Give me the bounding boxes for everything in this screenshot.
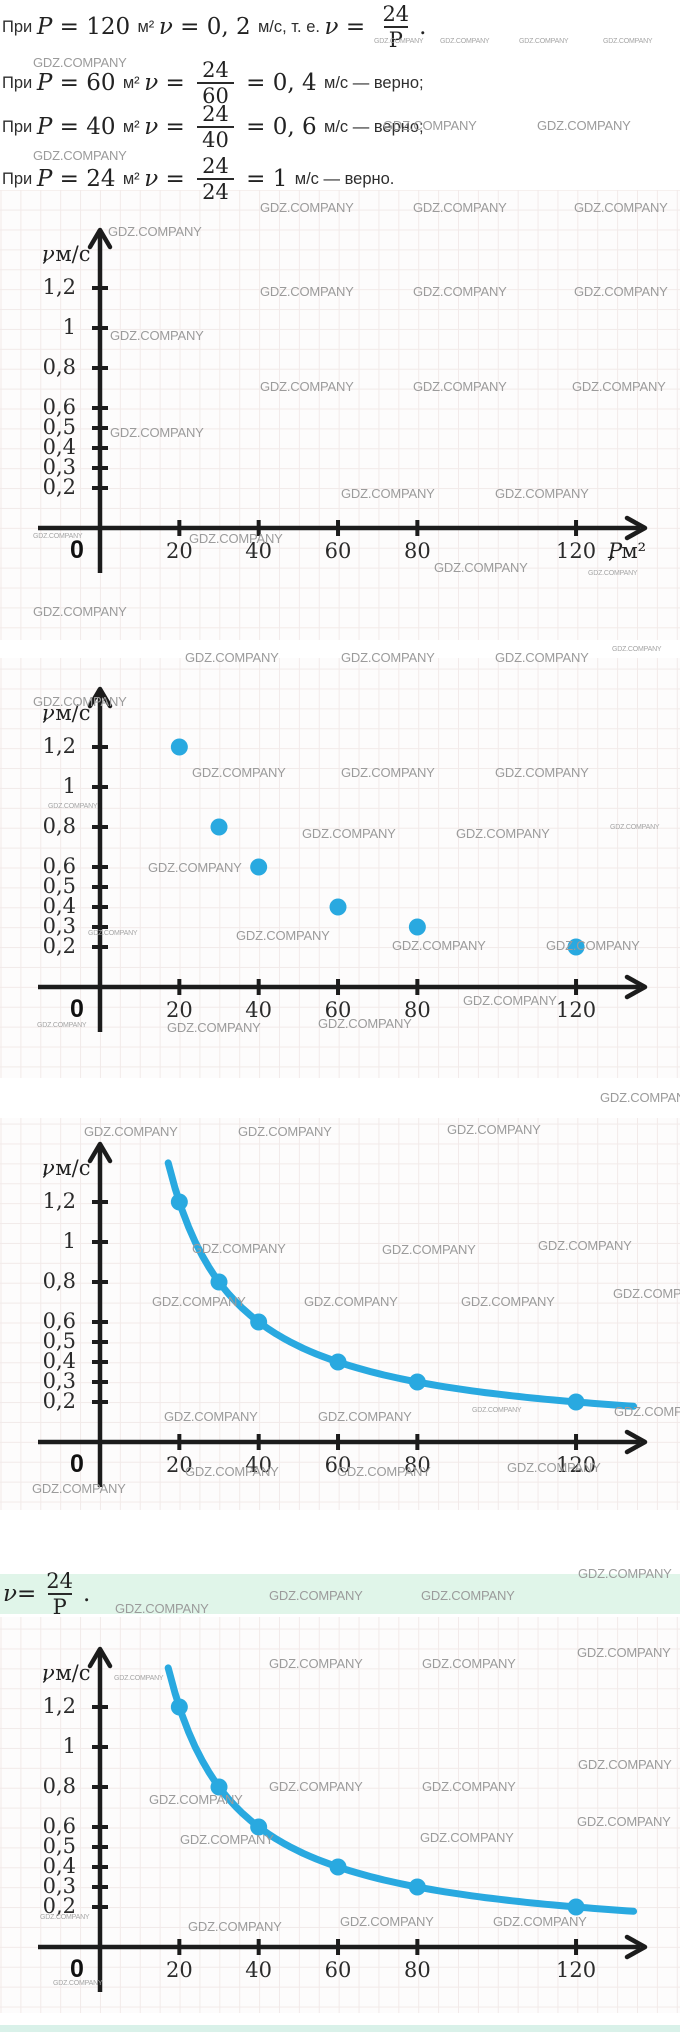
fraction: 24 P bbox=[377, 2, 414, 52]
fraction-numerator: 24 bbox=[202, 153, 229, 178]
text-run: м/с — верно. bbox=[294, 169, 395, 188]
text-run: м/с, т. е. bbox=[257, 17, 325, 36]
text-run: = bbox=[338, 14, 373, 40]
fraction-denominator: P bbox=[47, 1593, 72, 1619]
fraction-numerator: 24 bbox=[202, 57, 229, 82]
text-run: ν bbox=[144, 114, 159, 140]
watermark: GDZ.COMPANY bbox=[519, 38, 569, 45]
fraction: 24 P bbox=[41, 1569, 78, 1619]
fraction: 24 24 bbox=[197, 154, 234, 204]
text-run: . bbox=[419, 14, 427, 40]
fraction-denominator: P bbox=[383, 26, 408, 52]
text-run: = 24 bbox=[52, 166, 123, 192]
fraction-numerator: 24 bbox=[202, 101, 229, 126]
text-run: ν bbox=[324, 14, 339, 40]
text-run: = bbox=[158, 114, 193, 140]
solution-line: При P = 120 м² ν = 0, 2 м/с, т. е. ν = 2… bbox=[2, 2, 426, 52]
text-run: м/с — верно; bbox=[323, 73, 424, 92]
text-run: ν bbox=[144, 166, 159, 192]
text-run: P bbox=[36, 14, 53, 40]
text-run: При bbox=[2, 73, 37, 92]
text-run: м/с — верно; bbox=[323, 117, 424, 136]
solution-line: При P = 60 м² ν = 24 60 = 0, 4 м/с — верн… bbox=[2, 54, 424, 112]
text-run: = 120 bbox=[52, 14, 138, 40]
fraction-denominator: 24 bbox=[197, 178, 234, 204]
text-run: м² bbox=[122, 169, 145, 188]
text-run: = 0, 6 bbox=[238, 114, 324, 140]
fraction: 24 60 bbox=[197, 58, 234, 108]
text-run: м² bbox=[137, 17, 159, 36]
text-run: = 0, 2 bbox=[172, 14, 258, 40]
watermark: GDZ.COMPANY bbox=[600, 1090, 680, 1105]
text-run: ν bbox=[144, 70, 159, 96]
text-run: P bbox=[36, 70, 53, 96]
text-run: = 60 bbox=[52, 70, 123, 96]
graph-panel-2 bbox=[0, 658, 680, 1078]
text-run: м² bbox=[122, 73, 145, 92]
watermark: GDZ.COMPANY bbox=[603, 38, 653, 45]
text-run: . bbox=[83, 1581, 91, 1607]
graph-panel-4 bbox=[0, 1617, 680, 2013]
text-run: P bbox=[36, 114, 53, 140]
text-run: При bbox=[2, 169, 37, 188]
text-run: ν bbox=[158, 14, 173, 40]
text-run: = bbox=[158, 70, 193, 96]
text-run: м² bbox=[122, 117, 145, 136]
solution-line: При P = 24 м² ν = 24 24 = 1 м/с — верно. bbox=[2, 150, 394, 208]
watermark: GDZ.COMPANY bbox=[440, 38, 490, 45]
watermark: GDZ.COMPANY bbox=[537, 118, 631, 133]
watermark: GDZ.COMPANY bbox=[612, 646, 662, 653]
fraction-denominator: 40 bbox=[197, 126, 234, 152]
fraction-denominator: 60 bbox=[197, 82, 234, 108]
solution-line: При P = 40 м² ν = 24 40 = 0, 6 м/с — верн… bbox=[2, 100, 424, 154]
graph-panel-3 bbox=[0, 1118, 680, 1510]
text-run: При bbox=[2, 17, 37, 36]
text-run: = 1 bbox=[238, 166, 295, 192]
fraction: 24 40 bbox=[197, 102, 234, 152]
bottom-highlight-band bbox=[0, 2025, 680, 2032]
text-run: P bbox=[36, 166, 53, 192]
fraction-numerator: 24 bbox=[46, 1568, 73, 1593]
text-run: = 40 bbox=[52, 114, 123, 140]
fraction-numerator: 24 bbox=[382, 1, 410, 26]
text-run: ν bbox=[3, 1581, 17, 1607]
text-run: При bbox=[2, 117, 37, 136]
graph-panel-1 bbox=[0, 190, 680, 640]
highlighted-formula-box: ν = 24 P. bbox=[0, 1570, 680, 1618]
text-run: = bbox=[158, 166, 193, 192]
text-run: = bbox=[16, 1581, 37, 1607]
text-run: = 0, 4 bbox=[238, 70, 324, 96]
